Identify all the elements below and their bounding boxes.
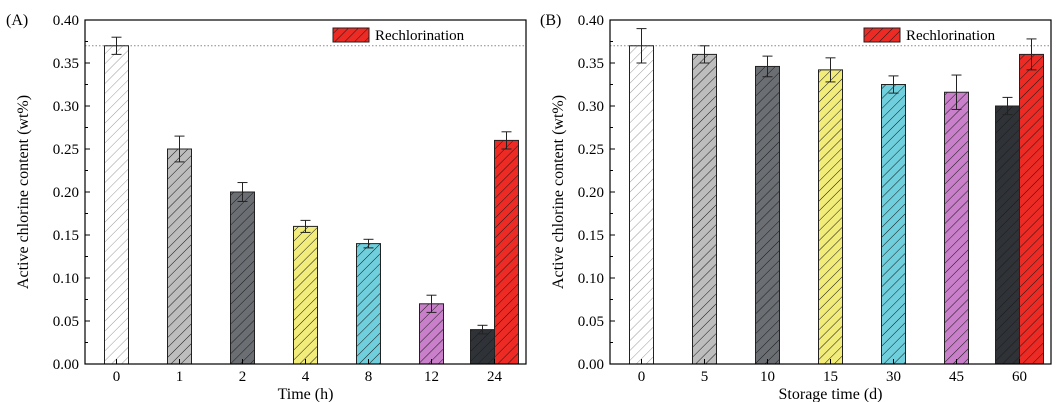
bar-hatch [494, 139, 519, 365]
y-axis-title: Active chlorine content (wt%) [550, 95, 567, 289]
bar-hatch [356, 243, 381, 365]
legend-swatch [863, 27, 901, 43]
y-tick-label: 0.25 [53, 142, 79, 158]
bar-hatch [755, 65, 780, 365]
bar-hatch [230, 191, 255, 365]
bar [995, 96, 1020, 365]
y-tick-label: 0.00 [53, 357, 79, 373]
x-tick-label: 30 [886, 369, 901, 385]
y-tick-label: 0.30 [53, 99, 79, 115]
legend-swatch [332, 27, 370, 43]
y-tick-label: 0.40 [53, 13, 79, 29]
x-tick-label: 12 [424, 369, 439, 385]
panel-a: 0.000.050.100.150.200.250.300.350.400 1 2 4… [6, 12, 527, 402]
x-tick-label: 15 [823, 369, 838, 385]
y-tick-label: 0.35 [53, 56, 79, 72]
bar-hatch [167, 148, 192, 365]
bar [470, 324, 495, 365]
bar-hatch [104, 45, 129, 365]
x-axis-title: Storage time (d) [779, 386, 883, 402]
bar-hatch [692, 53, 717, 365]
bar-hatch [995, 105, 1020, 365]
x-tick-label: 24 [487, 369, 503, 385]
bar-rechlorination [1019, 38, 1044, 365]
x-tick-label: 0 [113, 369, 121, 385]
bar-hatch [1019, 53, 1044, 365]
y-axis-title: Active chlorine content (wt%) [15, 95, 32, 289]
bar-hatch [293, 225, 318, 365]
x-tick-label: 45 [949, 369, 964, 385]
bar [755, 55, 780, 365]
bar-hatch [881, 84, 906, 365]
panel-b: 0.00 0.05 0.10 0.15 0.20 0.25 0.30 0.35 0.40 0 5 10… [540, 12, 1052, 402]
bar-rechlorination [494, 131, 519, 365]
bar-hatch [944, 91, 969, 365]
bar [104, 36, 129, 365]
y-tick-label: 0.05 [578, 314, 604, 330]
legend: Rechlorination [332, 27, 465, 44]
x-tick-label: 0 [638, 369, 646, 385]
y-tick-label: 0.35 [578, 56, 604, 72]
bar-hatch [818, 69, 843, 365]
x-tick-label: 4 [302, 369, 310, 385]
y-tick-label: 0.10 [53, 271, 79, 287]
bar-hatch [470, 329, 495, 365]
bar [881, 75, 906, 365]
x-tick-label: 1 [176, 369, 184, 385]
x-tick-label: 8 [365, 369, 373, 385]
bar [692, 45, 717, 365]
panel-label: (A) [6, 12, 28, 29]
legend-label: Rechlorination [906, 28, 996, 44]
x-tick-label: 60 [1012, 369, 1027, 385]
legend: Rechlorination [863, 27, 996, 44]
bar [944, 74, 969, 365]
bar [629, 28, 654, 365]
x-tick-label: 10 [760, 369, 775, 385]
legend-label: Rechlorination [375, 28, 465, 44]
y-tick-label: 0.15 [53, 228, 79, 244]
bar [419, 294, 444, 365]
y-tick-label: 0.05 [53, 314, 79, 330]
y-tick-label: 0.10 [578, 271, 604, 287]
bar-hatch [629, 45, 654, 365]
bar [230, 182, 255, 365]
bar [818, 57, 843, 365]
y-tick-label: 0.20 [578, 185, 604, 201]
bar [167, 135, 192, 365]
panel-label: (B) [540, 12, 561, 29]
x-axis-title: Time (h) [278, 386, 334, 402]
y-tick-label: 0.40 [578, 13, 604, 29]
y-tick-label: 0.20 [53, 185, 79, 201]
y-tick-label: 0.30 [578, 99, 604, 115]
x-tick-label: 5 [701, 369, 709, 385]
bar [293, 219, 318, 365]
x-tick-label: 2 [239, 369, 247, 385]
bar [356, 238, 381, 365]
y-tick-label: 0.15 [578, 228, 604, 244]
y-tick-label: 0.00 [578, 357, 604, 373]
y-tick-label: 0.25 [578, 142, 604, 158]
